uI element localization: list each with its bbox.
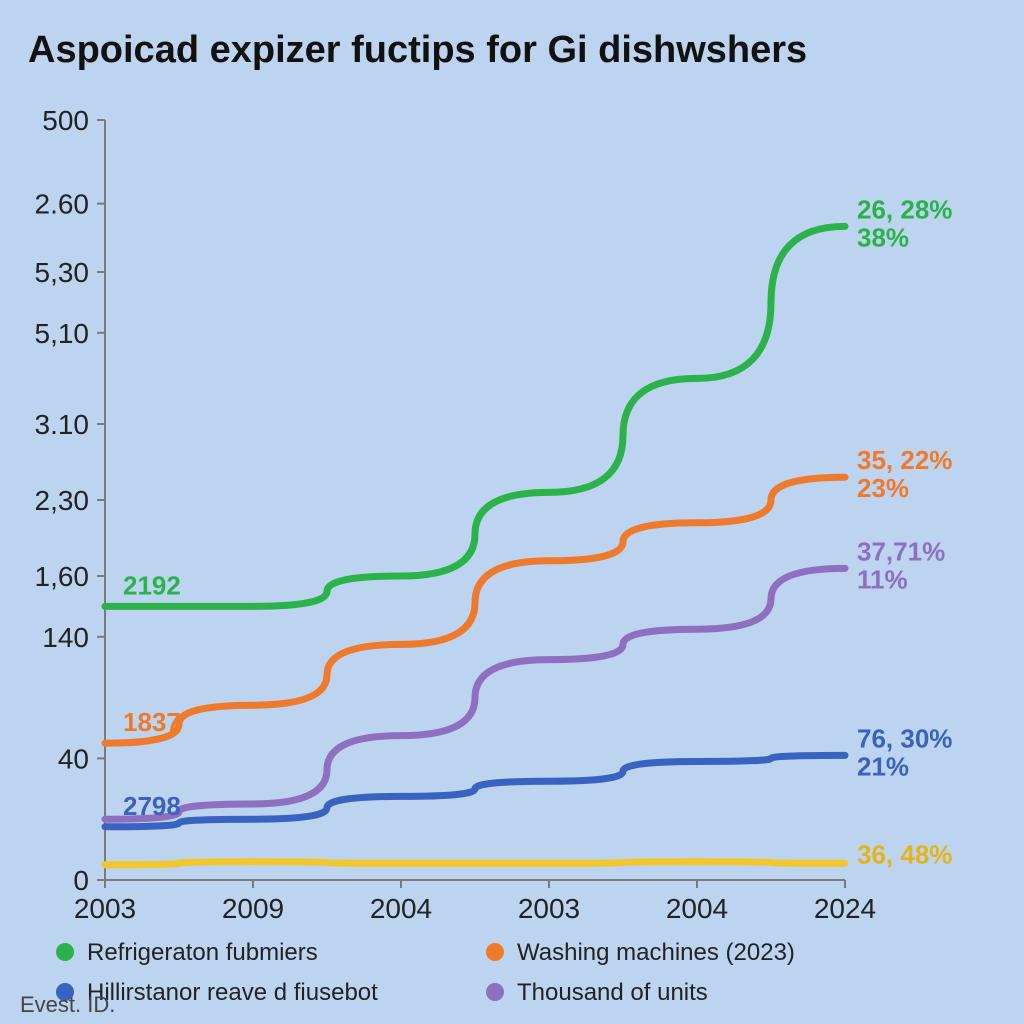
series-end-label-blue: 76, 30% bbox=[857, 723, 952, 753]
legend-label: Refrigeraton fubmiers bbox=[87, 939, 318, 966]
series-start-label-green: 2192 bbox=[123, 570, 181, 600]
y-tick-label: 40 bbox=[58, 743, 89, 774]
y-tick-label: 5,30 bbox=[35, 257, 90, 288]
legend-label: Washing machines (2023) bbox=[517, 939, 795, 966]
series-end-label-orange: 35, 22% bbox=[857, 445, 952, 475]
series-end-label-green: 26, 28% bbox=[857, 194, 952, 224]
series-line-yellow bbox=[105, 862, 845, 865]
y-tick-label: 500 bbox=[42, 105, 89, 136]
series-start-label-blue: 2798 bbox=[123, 791, 181, 821]
y-tick-label: 0 bbox=[73, 865, 89, 896]
y-tick-label: 3.10 bbox=[35, 409, 90, 440]
legend-label: Hillirstanor reave d fiusebot bbox=[87, 979, 378, 1006]
series-end-label-yellow: 36, 48% bbox=[857, 839, 952, 869]
legend-marker bbox=[56, 943, 74, 961]
y-tick-label: 5,10 bbox=[35, 318, 90, 349]
source-text: Evest. ID. bbox=[20, 992, 115, 1017]
line-chart: Aspoicad expizer fuctips for Gi dishwshe… bbox=[0, 0, 1024, 1024]
legend-marker bbox=[486, 983, 504, 1001]
series-end-label-purple: 37,71% bbox=[857, 536, 945, 566]
y-tick-label: 140 bbox=[42, 622, 89, 653]
x-tick-label: 2004 bbox=[370, 893, 432, 924]
x-tick-label: 2009 bbox=[222, 893, 284, 924]
series-end-label-blue: 21% bbox=[857, 751, 909, 781]
series-end-label-green: 38% bbox=[857, 222, 909, 252]
series-start-label-orange: 1837 bbox=[123, 707, 181, 737]
legend-marker bbox=[486, 943, 504, 961]
y-tick-label: 1,60 bbox=[35, 561, 90, 592]
series-end-label-purple: 11% bbox=[857, 564, 908, 594]
x-tick-label: 2024 bbox=[814, 893, 876, 924]
y-tick-label: 2.60 bbox=[35, 189, 90, 220]
x-tick-label: 2004 bbox=[666, 893, 728, 924]
y-tick-label: 2,30 bbox=[35, 485, 90, 516]
x-tick-label: 2003 bbox=[518, 893, 580, 924]
x-tick-label: 2003 bbox=[74, 893, 136, 924]
series-end-label-orange: 23% bbox=[857, 473, 909, 503]
chart-title: Aspoicad expizer fuctips for Gi dishwshe… bbox=[28, 29, 807, 71]
legend-label: Thousand of units bbox=[517, 979, 708, 1006]
